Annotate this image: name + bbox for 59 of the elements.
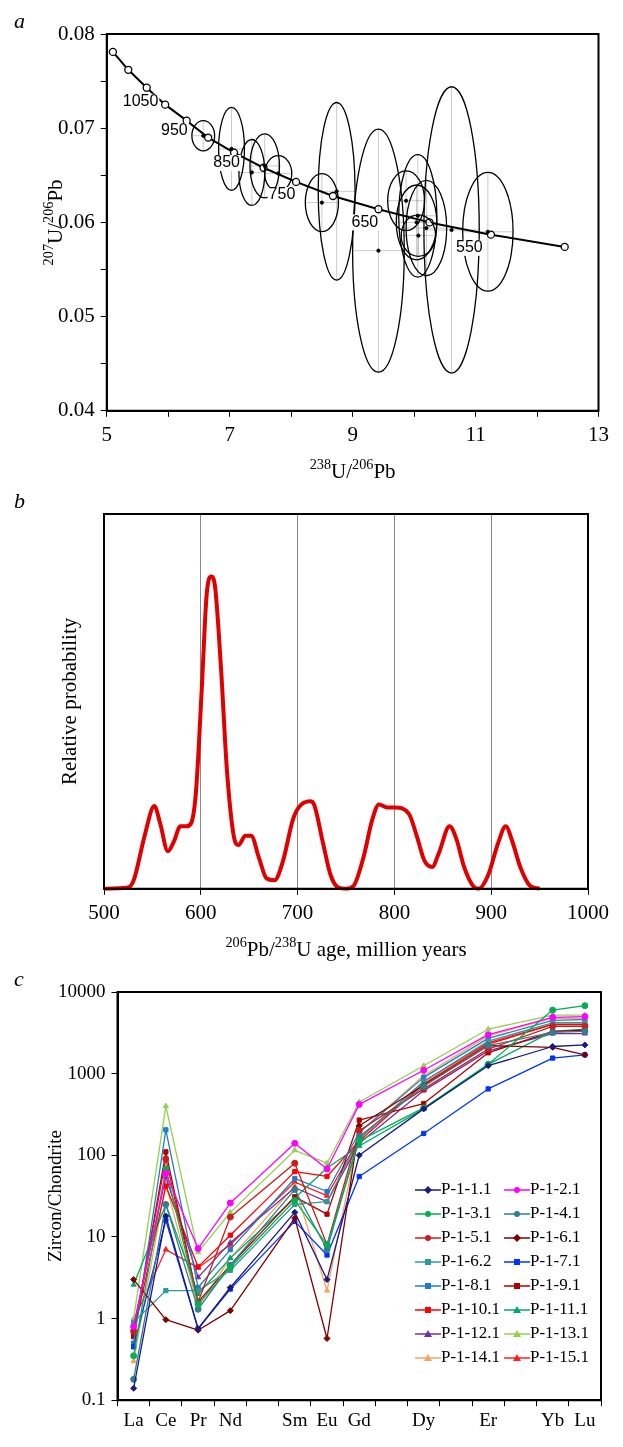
- legend-label: P-1-14.1: [440, 1347, 500, 1366]
- x-tick-label: 9: [347, 421, 358, 446]
- y-axis-title: Zircon/Chondrite: [43, 1130, 65, 1263]
- y-tick-label: 10000: [58, 979, 106, 1001]
- y-tick-label: 0.04: [58, 397, 96, 422]
- x-tick-label: 800: [378, 899, 411, 924]
- legend-label: P-1-4.1: [529, 1203, 581, 1222]
- x-tick-label: Yb: [541, 1408, 565, 1430]
- legend-label: P-1-15.1: [529, 1347, 589, 1366]
- x-tick-label: Eu: [316, 1408, 339, 1430]
- x-tick-label: Ce: [155, 1408, 177, 1430]
- x-tick-label: 1000: [567, 899, 609, 924]
- legend-label: P-1-7.1: [529, 1251, 581, 1270]
- x-tick-label: 600: [185, 899, 217, 924]
- y-tick-label: 100: [77, 1143, 106, 1165]
- x-tick-label: Lu: [574, 1408, 596, 1430]
- y-tick-label: 1: [96, 1306, 106, 1328]
- y-tick-label: 0.07: [58, 114, 95, 139]
- legend-label: P-1-5.1: [440, 1227, 492, 1246]
- legend-label: P-1-1.1: [440, 1179, 492, 1198]
- x-tick-label: 500: [88, 899, 120, 924]
- x-tick-label: Gd: [347, 1408, 372, 1430]
- y-tick-label: 0.08: [58, 20, 95, 45]
- legend-label: P-1-12.1: [440, 1323, 500, 1342]
- x-tick-label: Dy: [412, 1408, 436, 1430]
- x-tick-label: Nd: [218, 1408, 243, 1430]
- x-tick-label: Sm: [282, 1408, 308, 1430]
- x-tick-label: 900: [475, 899, 507, 924]
- legend-label: P-1-6.1: [529, 1227, 581, 1246]
- chart-title: c: [14, 965, 24, 991]
- annotation: 550: [456, 238, 483, 256]
- legend-label: P-1-13.1: [529, 1323, 589, 1342]
- legend-label: P-1-9.1: [529, 1275, 581, 1294]
- legend-label: P-1-10.1: [440, 1299, 500, 1318]
- annotation: 950: [161, 121, 188, 139]
- x-tick-label: 11: [465, 421, 486, 446]
- annotation: 750: [268, 185, 296, 203]
- x-tick-label: La: [123, 1408, 145, 1430]
- y-tick-label: 10: [86, 1224, 106, 1246]
- chart-title: b: [14, 487, 25, 513]
- chart-title: a: [14, 7, 25, 33]
- y-axis-title: Relative probability: [56, 617, 81, 786]
- legend-label: P-1-6.2: [440, 1251, 492, 1270]
- legend-label: P-1-8.1: [440, 1275, 492, 1294]
- annotation: 650: [351, 212, 379, 230]
- x-tick-label: 5: [101, 421, 112, 446]
- x-tick-label: 13: [588, 421, 609, 446]
- x-tick-label: Pr: [189, 1408, 208, 1430]
- legend-label: P-1-11.1: [529, 1299, 589, 1318]
- x-tick-label: 700: [281, 899, 314, 924]
- legend-label: P-1-3.1: [440, 1203, 492, 1222]
- annotation: 1050: [122, 92, 159, 110]
- legend-label: P-1-2.1: [529, 1179, 581, 1198]
- y-tick-label: 0.1: [81, 1388, 106, 1410]
- annotation: 850: [213, 153, 241, 171]
- x-tick-label: 7: [224, 421, 235, 446]
- y-tick-label: 1000: [67, 1061, 106, 1083]
- y-tick-label: 0.05: [58, 303, 95, 328]
- x-tick-label: Er: [479, 1408, 498, 1430]
